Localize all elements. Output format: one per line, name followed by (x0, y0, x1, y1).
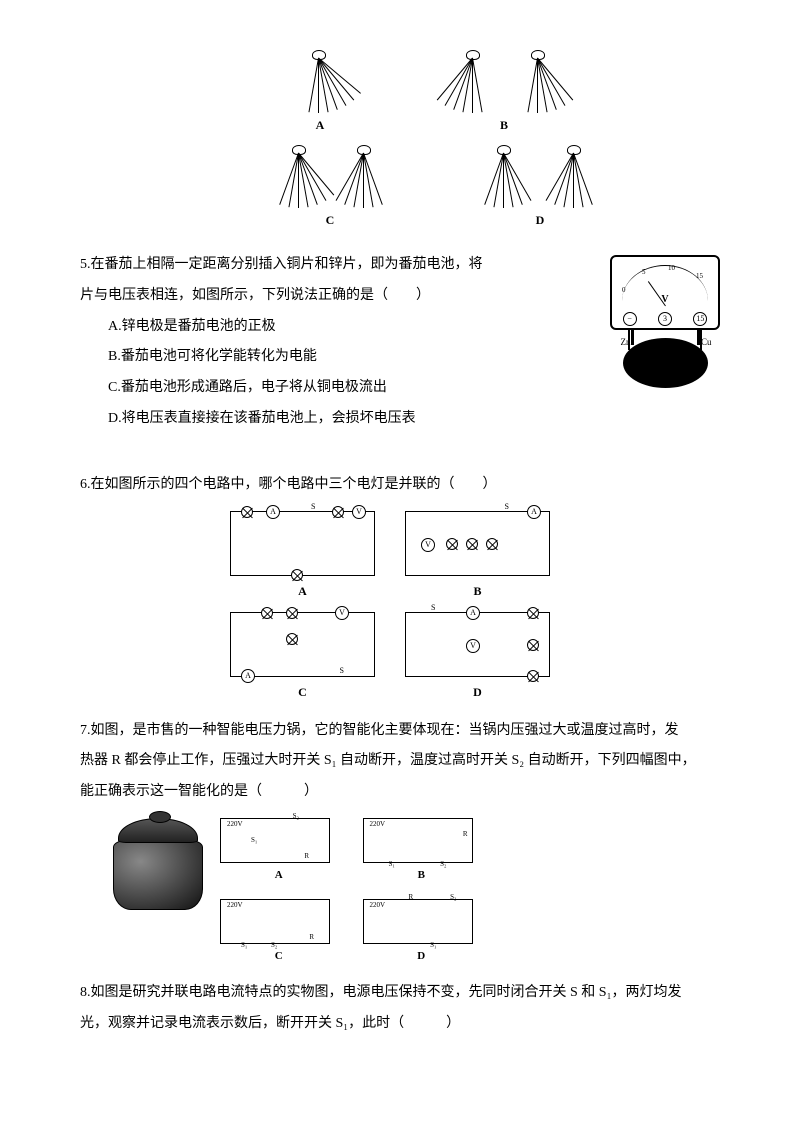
tomato-battery-icon: Zn Cu (623, 338, 708, 388)
circuit-a-label: A (230, 578, 375, 604)
schematic-c-label: C (220, 944, 338, 968)
q5-stem-1: 5.在番茄上相隔一定距离分别插入铜片和锌片，即为番茄电池，将 (80, 257, 483, 272)
circuit-b-label: B (405, 578, 550, 604)
schematic-c: 220V S₁ S₂ R (220, 899, 330, 944)
voltmeter-icon: 0 5 10 15 V − 3 15 (610, 255, 720, 330)
meter-terminals: − 3 15 (612, 312, 718, 326)
fan-d-right: D (545, 145, 605, 215)
q6-circuits: A V S A V A S B (230, 511, 570, 706)
question-5: 5.在番茄上相隔一定距离分别插入铜片和锌片，即为番茄电池，将 铜片、锌 片与电压… (80, 250, 720, 470)
pressure-cooker-icon (110, 818, 205, 918)
fan-c-left (270, 145, 330, 215)
fan-diagram: A (270, 50, 530, 230)
circuit-d-label: D (405, 679, 550, 705)
fan-label-b: B (500, 112, 508, 138)
schematic-b-label: B (363, 863, 481, 887)
q5-option-d: D.将电压表直接接在该番茄电池上，会损坏电压表 (80, 404, 720, 435)
circuit-c: V A S (230, 612, 375, 677)
schematic-a: 220V S₂ S₁ R (220, 818, 330, 863)
q7-stem-3: 能正确表示这一智能化的是（ ） (80, 777, 720, 808)
q6-stem: 6.在如图所示的四个电路中，哪个电路中三个电灯是并联的（ ） (80, 470, 720, 501)
fan-d-left (475, 145, 535, 215)
fan-c-right: C (335, 145, 395, 215)
cu-label: Cu (701, 333, 712, 353)
schematic-d: 220V R S₂ S₁ (363, 899, 473, 944)
fan-label-d: D (536, 207, 545, 233)
fan-b-right: B (509, 50, 569, 120)
q7-stem-2: 热器 R 都会停止工作，压强过大时开关 S₁ 自动断开，温度过高时开关 S₂ 自… (80, 746, 720, 777)
circuit-b: V A S (405, 511, 550, 576)
voltmeter-figure: 0 5 10 15 V − 3 15 Zn Cu (600, 255, 730, 405)
fan-label-a: A (316, 112, 325, 138)
question-7: 7.如图，是市售的一种智能电压力锅，它的智能化主要体现在：当锅内压强过大或温度过… (80, 716, 720, 969)
fan-label-c: C (326, 207, 335, 233)
schematic-d-label: D (363, 944, 481, 968)
zn-label: Zn (621, 333, 631, 353)
fan-b-left (444, 50, 504, 120)
meter-unit: V (661, 289, 668, 311)
fan-a: A (290, 50, 350, 120)
q8-stem-1: 8.如图是研究并联电路电流特点的实物图，电源电压保持不变，先同时闭合开关 S 和… (80, 978, 720, 1009)
circuit-d: A V S (405, 612, 550, 677)
question-6: 6.在如图所示的四个电路中，哪个电路中三个电灯是并联的（ ） A V S A (80, 470, 720, 706)
circuit-a: A V S (230, 511, 375, 576)
schematic-b: 220V R S₁ S₂ (363, 818, 473, 863)
q7-schematics: 220V S₂ S₁ R A 220V R S₁ S₂ B 220V (220, 818, 480, 968)
question-8: 8.如图是研究并联电路电流特点的实物图，电源电压保持不变，先同时闭合开关 S 和… (80, 978, 720, 1040)
q8-stem-2: 光，观察并记录电流表示数后，断开开关 S₁，此时（ ） (80, 1009, 720, 1040)
q7-stem-1: 7.如图，是市售的一种智能电压力锅，它的智能化主要体现在：当锅内压强过大或温度过… (80, 716, 720, 747)
schematic-a-label: A (220, 863, 338, 887)
circuit-c-label: C (230, 679, 375, 705)
question4-figure: A (80, 50, 720, 230)
